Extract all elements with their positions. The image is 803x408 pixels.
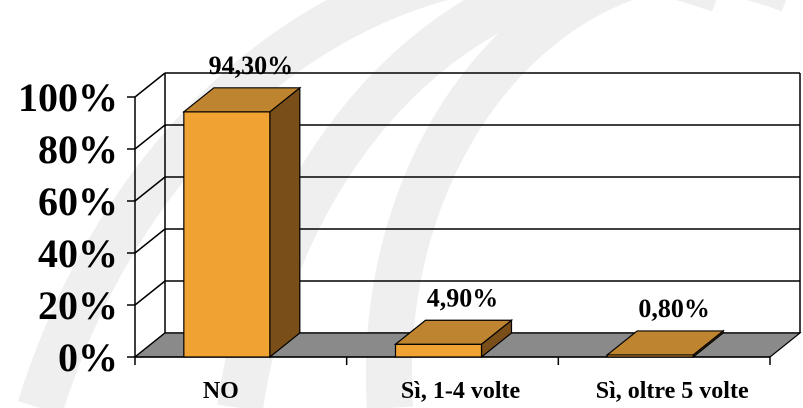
y-tick-label: 60% bbox=[38, 179, 118, 224]
x-category-label: Sì, 1-4 volte bbox=[401, 378, 521, 404]
bar-2 bbox=[393, 319, 514, 359]
data-label: 0,80% bbox=[638, 294, 710, 323]
y-tick-label: 100% bbox=[18, 75, 118, 120]
x-category-label: NO bbox=[203, 378, 239, 404]
gridline-side bbox=[134, 176, 166, 202]
y-tick-label: 0% bbox=[58, 335, 118, 380]
x-axis-category-labels: NO Sì, 1-4 volte Sì, oltre 5 volte bbox=[203, 378, 749, 404]
bar-front bbox=[394, 343, 483, 358]
bar-front bbox=[183, 111, 271, 358]
bar-3 bbox=[605, 329, 725, 359]
y-tick-label: 40% bbox=[38, 231, 118, 276]
gridline-side bbox=[134, 124, 166, 150]
y-tick-label: 80% bbox=[38, 127, 118, 172]
data-labels: 94,30% 4,90% 0,80% bbox=[209, 51, 710, 323]
gridline-side bbox=[134, 280, 166, 306]
bars bbox=[182, 86, 725, 359]
y-axis-tick-labels: 0% 20% 40% 60% 80% 100% bbox=[18, 75, 118, 380]
bar-top bbox=[605, 330, 725, 356]
bar-top bbox=[182, 87, 302, 113]
bar-top bbox=[393, 319, 514, 345]
watermark-arc bbox=[18, 0, 717, 408]
bar-1 bbox=[182, 86, 302, 359]
data-label: 94,30% bbox=[209, 51, 294, 80]
x-category-label: Sì, oltre 5 volte bbox=[596, 378, 749, 404]
gridline-side bbox=[134, 228, 166, 254]
gridline-side bbox=[134, 72, 166, 98]
y-tick-label: 20% bbox=[38, 283, 118, 328]
bar-side bbox=[269, 86, 301, 359]
data-label: 4,90% bbox=[427, 283, 499, 312]
